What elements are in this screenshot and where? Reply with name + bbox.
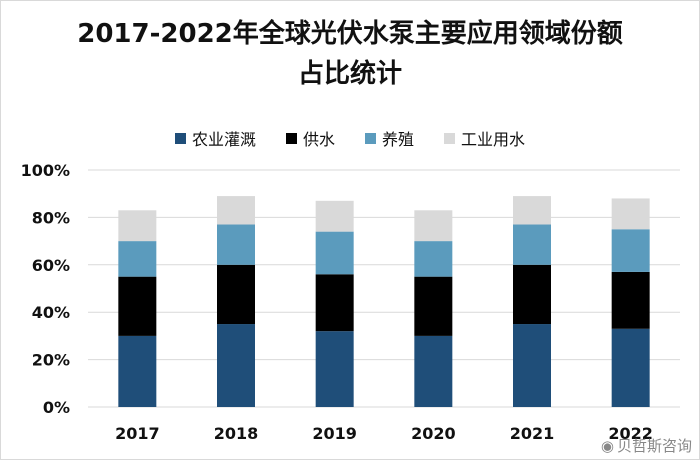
y-tick-label: 20%: [32, 351, 70, 370]
legend-item: 工业用水: [444, 126, 525, 150]
bar-segment-2017-2: [118, 241, 157, 277]
bar-segment-2020-1: [414, 276, 453, 336]
watermark: ◉ 贝哲斯咨询: [601, 435, 692, 456]
bar-segment-2018-0: [217, 324, 255, 407]
legend-label: 农业灌溉: [191, 130, 256, 149]
bar-segment-2019-1: [315, 274, 354, 332]
bar-segment-2020-3: [414, 210, 453, 242]
bar-segment-2022-3: [611, 198, 650, 230]
bar-segment-2019-2: [315, 231, 354, 275]
legend: 农业灌溉 供水 养殖 工业用水: [0, 126, 700, 150]
bar-segment-2021-3: [513, 196, 551, 225]
y-tick-label: 0%: [43, 398, 70, 417]
bar-segment-2017-1: [118, 276, 157, 336]
x-tick-label: 2022: [608, 424, 653, 443]
legend-label: 工业用水: [461, 130, 526, 149]
bar-segment-2019-3: [315, 200, 354, 232]
legend-item: 供水: [285, 126, 335, 150]
bar-segment-2022-2: [611, 229, 650, 272]
legend-swatch: [444, 132, 456, 144]
legend-label: 供水: [302, 130, 335, 149]
bar-segment-2019-0: [315, 331, 354, 407]
bar-segment-2022-1: [611, 271, 650, 329]
bar-segment-2017-3: [118, 210, 157, 242]
bar-segment-2021-1: [513, 264, 551, 325]
x-tick-label: 2018: [214, 424, 259, 443]
y-tick-label: 60%: [32, 256, 70, 275]
y-tick-label: 40%: [32, 303, 70, 322]
legend-swatch: [174, 132, 186, 144]
bar-segment-2018-3: [217, 196, 255, 225]
chart-title: 2017-2022年全球光伏水泵主要应用领域份额 占比统计: [0, 14, 700, 94]
bar-segment-2021-2: [513, 224, 551, 265]
bar-segment-2017-0: [118, 335, 157, 407]
watermark-text: 贝哲斯咨询: [616, 437, 692, 455]
chart-title-line-1: 2017-2022年全球光伏水泵主要应用领域份额: [77, 19, 623, 49]
legend-item: 养殖: [365, 126, 414, 150]
bar-segment-2020-2: [414, 241, 453, 277]
x-tick-label: 2017: [115, 424, 160, 443]
legend-label: 养殖: [382, 130, 415, 149]
bar-segment-2020-0: [414, 335, 453, 407]
y-tick-label: 100%: [21, 161, 70, 180]
legend-swatch: [285, 132, 297, 144]
bar-segment-2021-0: [513, 324, 551, 407]
y-tick-label: 80%: [32, 208, 70, 227]
legend-swatch: [365, 132, 376, 144]
bar-segment-2022-0: [611, 328, 650, 407]
bar-segment-2018-1: [217, 264, 255, 325]
chart-title-line-2: 占比统计: [297, 59, 402, 89]
x-tick-label: 2020: [411, 424, 456, 443]
weibo-icon: ◉: [600, 436, 614, 455]
bar-segment-2018-2: [217, 224, 255, 265]
x-tick-label: 2021: [510, 424, 555, 443]
legend-item: 农业灌溉: [174, 126, 256, 150]
x-tick-label: 2019: [312, 424, 357, 443]
